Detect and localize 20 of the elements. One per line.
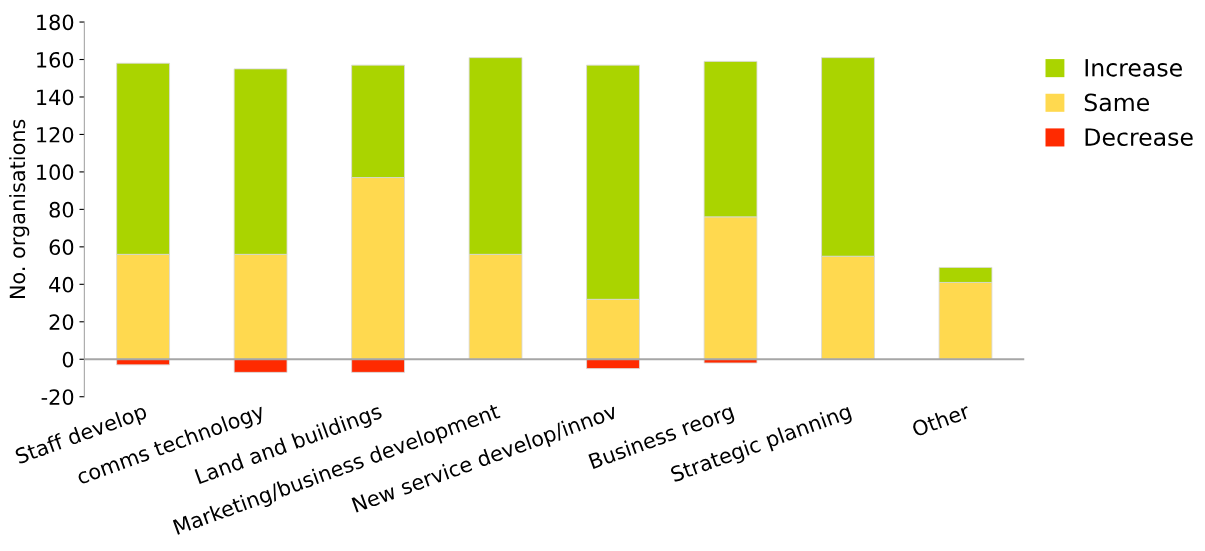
legend-label: Decrease [1085, 128, 1193, 146]
y-tick-label: 100 [37, 164, 74, 181]
bar [703, 358, 758, 364]
bar [233, 358, 288, 373]
y-tick-label: 0 [62, 351, 74, 368]
legend-label: Same [1084, 93, 1149, 112]
y-tick-label: 80 [49, 201, 74, 218]
bar [351, 358, 405, 373]
y-tick-label: 140 [37, 89, 74, 106]
y-tick-label: -20 [41, 389, 74, 405]
y-tick-label: 120 [37, 126, 74, 143]
x-tick-label: Other [911, 402, 972, 438]
y-tick-label: 160 [37, 51, 74, 68]
y-axis-title: No. organisations [9, 119, 30, 299]
y-tick-label: 60 [49, 239, 74, 256]
y-tick-label: 20 [49, 314, 74, 330]
legend-label: Increase [1085, 59, 1182, 77]
y-tick-label: 40 [49, 276, 74, 293]
y-tick-label: 180 [37, 14, 74, 31]
bar [116, 358, 170, 366]
